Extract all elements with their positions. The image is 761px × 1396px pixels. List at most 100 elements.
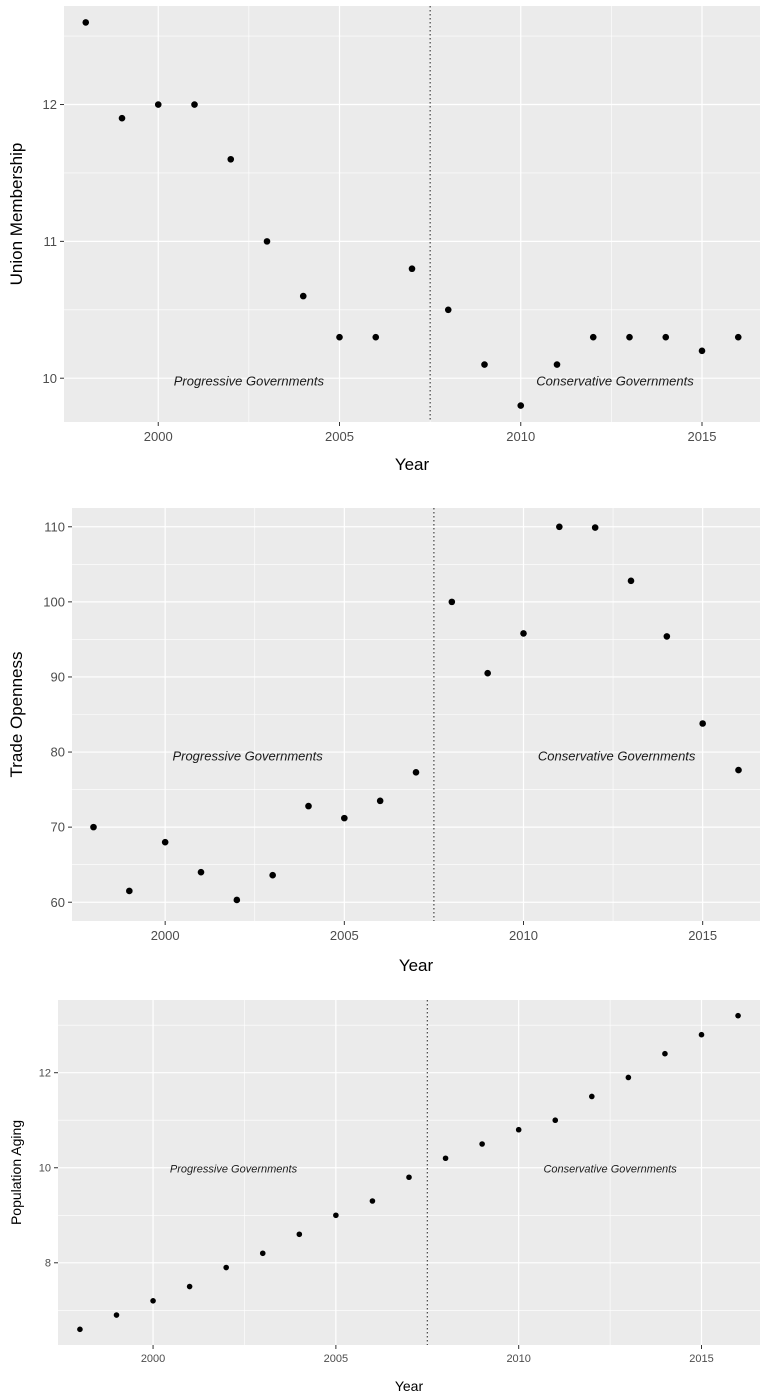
data-point <box>372 333 380 341</box>
data-point <box>734 333 742 341</box>
x-tick-label: 2005 <box>324 1353 348 1365</box>
data-point <box>341 814 348 822</box>
data-point <box>698 347 706 355</box>
government-annotation: Progressive Governments <box>170 1164 298 1176</box>
y-tick-label: 12 <box>43 97 57 112</box>
data-point <box>82 19 90 26</box>
government-annotation: Conservative Governments <box>536 373 694 388</box>
data-point <box>442 1155 449 1162</box>
data-point <box>699 720 706 727</box>
y-tick-label: 12 <box>39 1068 51 1080</box>
data-point <box>150 1298 156 1304</box>
data-point <box>333 1212 339 1219</box>
data-point <box>626 333 633 341</box>
x-tick-label: 2015 <box>688 429 717 444</box>
data-point <box>376 797 384 805</box>
data-point <box>77 1326 83 1333</box>
y-tick-label: 10 <box>39 1163 51 1175</box>
data-point <box>269 871 276 879</box>
data-point <box>126 887 133 895</box>
data-point <box>663 633 671 640</box>
data-point <box>406 1174 412 1181</box>
y-axis-title: Population Aging <box>8 1120 24 1225</box>
y-tick-label: 110 <box>44 519 65 534</box>
data-point <box>90 823 97 831</box>
data-point <box>552 1117 559 1124</box>
data-point <box>259 1250 266 1257</box>
data-point <box>591 524 599 531</box>
data-point <box>412 769 420 776</box>
y-tick-label: 90 <box>51 670 65 685</box>
data-point <box>263 238 271 245</box>
plot-panel <box>64 6 760 422</box>
y-tick-label: 100 <box>43 594 65 609</box>
data-point <box>735 766 742 774</box>
x-tick-label: 2015 <box>689 1353 713 1365</box>
x-tick-label: 2010 <box>509 928 538 943</box>
data-point <box>698 1031 705 1038</box>
data-point <box>448 598 456 606</box>
data-point <box>479 1141 485 1147</box>
government-annotation: Conservative Governments <box>543 1164 677 1176</box>
y-tick-label: 10 <box>43 371 57 386</box>
data-point <box>223 1264 229 1271</box>
x-tick-label: 2010 <box>506 429 535 444</box>
x-tick-label: 2015 <box>688 928 717 943</box>
x-tick-label: 2000 <box>151 928 180 943</box>
data-point <box>627 577 635 585</box>
data-point <box>735 1012 741 1019</box>
data-point <box>233 896 241 904</box>
x-axis-title: Year <box>399 956 434 975</box>
data-point <box>299 292 307 300</box>
data-point <box>481 361 488 368</box>
government-annotation: Progressive Governments <box>172 748 323 763</box>
y-tick-label: 8 <box>45 1258 51 1270</box>
data-point <box>662 333 670 341</box>
x-axis-title: Year <box>395 1378 424 1394</box>
data-point <box>161 838 169 846</box>
data-point <box>186 1283 193 1290</box>
plot-panel <box>58 1000 760 1345</box>
data-point <box>369 1198 376 1204</box>
data-point <box>662 1050 668 1057</box>
data-point <box>444 306 452 314</box>
data-point <box>296 1231 303 1238</box>
data-point <box>517 402 525 409</box>
government-annotation: Progressive Governments <box>174 373 325 388</box>
y-axis-title: Union Membership <box>7 143 26 286</box>
data-point <box>625 1074 632 1081</box>
y-tick-label: 70 <box>51 820 65 835</box>
government-annotation: Conservative Governments <box>538 748 696 763</box>
data-point <box>515 1126 522 1133</box>
population-aging-chart: 2000 2005 2010 2015 8 10 12 Progressive Governm… <box>0 985 761 1396</box>
x-tick-label: 2005 <box>325 429 354 444</box>
data-point <box>191 101 198 108</box>
data-point <box>336 333 343 341</box>
trade-openness-chart: 2000 2005 2010 2015 60 70 80 90 100 110 Progressiv… <box>0 490 761 980</box>
x-tick-label: 2000 <box>141 1353 165 1365</box>
population-aging-svg: 2000 2005 2010 2015 8 10 12 Progressive Governm… <box>8 1000 760 1394</box>
data-point <box>484 669 491 677</box>
trade-openness-svg: 2000 2005 2010 2015 60 70 80 90 100 110 Progressiv… <box>7 508 760 975</box>
x-tick-label: 2005 <box>330 928 359 943</box>
y-tick-label: 80 <box>51 745 65 760</box>
data-point <box>589 1093 595 1100</box>
union-membership-svg: 2000 2005 2010 2015 10 11 12 Progressive Govern… <box>7 6 760 474</box>
x-axis-title: Year <box>395 455 430 474</box>
union-membership-chart: 2000 2005 2010 2015 10 11 12 Progressive Govern… <box>0 0 761 480</box>
data-point <box>520 630 527 637</box>
y-tick-label: 60 <box>51 895 65 910</box>
y-tick-label: 11 <box>44 234 58 249</box>
data-point <box>553 361 561 368</box>
data-point <box>305 802 312 810</box>
data-point <box>556 523 563 531</box>
data-point <box>589 333 597 341</box>
data-point <box>197 868 205 876</box>
y-axis-title: Trade Openness <box>7 652 26 778</box>
data-point <box>227 155 235 163</box>
data-point <box>408 265 416 273</box>
data-point <box>154 101 162 108</box>
data-point <box>113 1312 120 1318</box>
x-tick-label: 2010 <box>506 1353 530 1365</box>
data-point <box>118 114 126 122</box>
